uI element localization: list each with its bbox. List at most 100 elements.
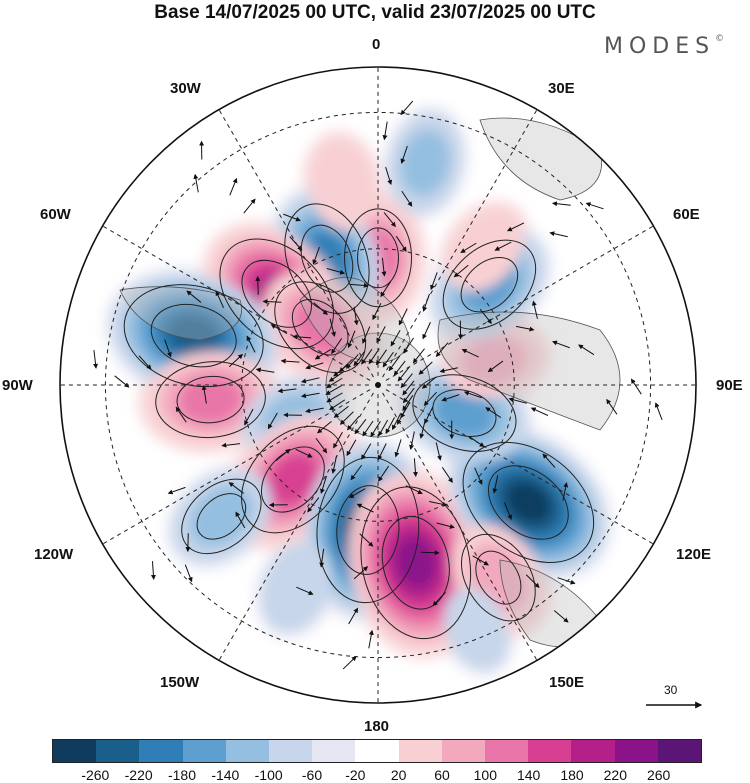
colorbar-swatch [485, 740, 529, 762]
wind-vector [167, 486, 186, 495]
contour-line [219, 238, 335, 350]
wind-vector [350, 464, 363, 481]
wind-vector [184, 564, 193, 583]
wind-vector [348, 488, 366, 498]
wind-vector-layer [93, 100, 663, 670]
contour-line [241, 425, 345, 534]
wind-vector [353, 566, 369, 580]
reference-vector-label: 30 [664, 683, 678, 697]
meridian-line [102, 389, 371, 545]
wind-vector [319, 548, 325, 568]
wind-vector [370, 420, 381, 438]
wind-vector [246, 335, 256, 353]
lon-label-30e: 30E [548, 80, 575, 97]
wind-vector [186, 290, 202, 303]
wind-vector [402, 380, 415, 396]
wind-vector [201, 384, 207, 404]
wind-vector [262, 299, 282, 305]
colorbar-swatch [571, 740, 615, 762]
anomaly-shade [444, 206, 524, 292]
wind-vector [280, 358, 300, 364]
wind-vector [368, 629, 374, 649]
wind-vector [460, 242, 477, 253]
wind-vector [228, 353, 244, 368]
wind-vector [267, 412, 278, 430]
wind-vector [243, 198, 256, 214]
wind-vector [542, 453, 556, 468]
wind-vector [313, 302, 328, 315]
wind-vector [346, 439, 357, 457]
contour-line [176, 375, 245, 424]
meridian-line [382, 392, 538, 661]
wind-vector [424, 406, 434, 424]
contour-line [241, 259, 312, 328]
lon-label-180: 180 [364, 718, 390, 735]
wind-vector [461, 348, 479, 358]
colorbar-swatch [269, 740, 313, 762]
europe-outline [479, 117, 602, 201]
contour-line [150, 303, 237, 368]
wind-vector [506, 222, 525, 232]
brand-mark: © [715, 34, 725, 44]
latitude-circle [241, 248, 515, 522]
wind-vector [228, 482, 244, 494]
wind-vector [420, 550, 440, 556]
contour-line [284, 203, 370, 314]
wind-vector [329, 318, 336, 338]
wind-vector [277, 388, 297, 394]
lon-label-120e: 120E [676, 546, 712, 563]
wind-vector [305, 362, 324, 370]
wind-vector [215, 290, 225, 309]
wind-vector [359, 533, 374, 547]
meridian-line [385, 389, 654, 545]
wind-vector [295, 448, 313, 458]
wind-vector [453, 264, 469, 278]
wind-vector [492, 475, 499, 494]
anomaly-shade [267, 453, 318, 506]
contour-line [412, 374, 517, 452]
wind-vector [138, 355, 152, 370]
wind-vector [315, 437, 328, 454]
colorbar-swatch [139, 740, 183, 762]
contour-line [155, 361, 266, 439]
wind-vector [394, 439, 402, 458]
wind-vector [296, 586, 314, 595]
wind-vector [329, 399, 346, 411]
wind-vector [377, 443, 387, 461]
wind-vector [326, 377, 343, 388]
meridian-line [218, 109, 374, 378]
wind-vector [326, 392, 343, 403]
anomaly-shade [444, 588, 510, 671]
meridian-line [218, 392, 374, 661]
wind-vector [362, 326, 371, 344]
colorbar-swatch [312, 740, 356, 762]
wind-vector [381, 257, 387, 277]
colorbar-swatch [528, 740, 572, 762]
wind-vector [93, 350, 99, 369]
anomaly-shade [460, 335, 527, 386]
wind-vector [382, 351, 394, 368]
wind-vector [317, 420, 332, 434]
wind-vector [342, 655, 357, 670]
wind-vector [397, 366, 410, 382]
colorbar-tick-label: -20 [345, 767, 366, 783]
wind-vector [350, 282, 369, 288]
colorbar-swatch [225, 740, 270, 762]
meridian-line [102, 225, 371, 381]
wind-vector [385, 417, 395, 434]
wind-vector [508, 397, 527, 404]
colorbar-tick-label: 100 [473, 767, 498, 783]
wind-vector [356, 503, 374, 513]
meridian-line [385, 225, 654, 381]
wind-vector [255, 367, 275, 373]
map-title: Base 14/07/2025 00 UTC, valid 23/07/2025… [154, 2, 596, 23]
wind-vector [654, 402, 663, 421]
wind-vector [412, 348, 425, 364]
wind-vector [423, 391, 437, 406]
wind-vector [525, 574, 540, 588]
wind-vector [578, 344, 595, 356]
colorbar-tick-label: -180 [167, 767, 197, 783]
contour-line [475, 550, 522, 605]
north-pole-marker [375, 382, 381, 388]
wind-vector [390, 329, 401, 347]
